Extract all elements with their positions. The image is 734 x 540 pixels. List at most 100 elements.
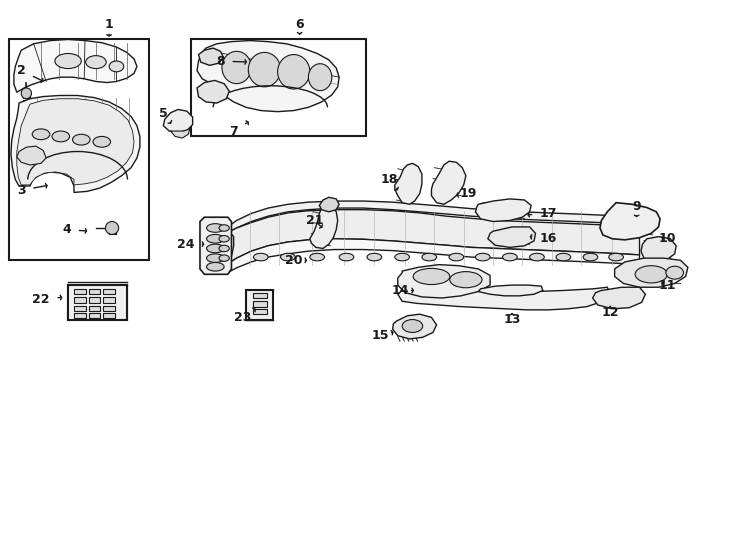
Ellipse shape [280, 253, 295, 261]
Ellipse shape [367, 253, 382, 261]
Text: 2: 2 [17, 64, 43, 83]
Text: 5: 5 [159, 107, 172, 123]
Polygon shape [197, 80, 229, 103]
Polygon shape [600, 202, 660, 240]
Polygon shape [226, 239, 639, 273]
Polygon shape [14, 39, 137, 92]
Text: 11: 11 [658, 279, 676, 292]
Text: 10: 10 [658, 232, 676, 245]
Text: 3: 3 [17, 184, 47, 197]
Bar [74, 298, 86, 303]
Ellipse shape [310, 253, 324, 261]
Polygon shape [393, 314, 437, 339]
Polygon shape [68, 285, 127, 320]
Ellipse shape [21, 88, 32, 99]
Bar [74, 289, 86, 294]
Ellipse shape [171, 114, 185, 127]
Ellipse shape [206, 234, 224, 243]
Ellipse shape [86, 56, 106, 69]
Polygon shape [226, 210, 639, 265]
Text: 24: 24 [177, 238, 203, 251]
Text: 18: 18 [380, 173, 399, 190]
Ellipse shape [206, 254, 224, 262]
Text: 19: 19 [457, 187, 477, 200]
Bar [10, 39, 149, 260]
Text: 9: 9 [632, 200, 641, 217]
Polygon shape [614, 258, 688, 287]
Ellipse shape [253, 253, 268, 261]
Polygon shape [398, 287, 610, 310]
Ellipse shape [248, 52, 280, 87]
Ellipse shape [395, 253, 410, 261]
Bar [252, 293, 267, 298]
Polygon shape [398, 265, 490, 298]
Polygon shape [217, 228, 233, 265]
Ellipse shape [323, 199, 335, 209]
Text: 1: 1 [105, 18, 114, 36]
Ellipse shape [206, 244, 224, 253]
Ellipse shape [339, 253, 354, 261]
Polygon shape [476, 199, 531, 221]
Ellipse shape [666, 266, 683, 279]
Text: 7: 7 [229, 121, 248, 138]
Ellipse shape [73, 134, 90, 145]
Bar [103, 306, 115, 312]
Ellipse shape [93, 137, 111, 147]
Text: 15: 15 [371, 329, 393, 342]
Bar [74, 313, 86, 318]
Polygon shape [164, 110, 192, 133]
Bar [103, 313, 115, 318]
Bar [252, 301, 267, 307]
Ellipse shape [109, 61, 124, 72]
Polygon shape [592, 287, 645, 309]
Ellipse shape [476, 253, 490, 261]
Text: 4: 4 [62, 223, 87, 236]
Ellipse shape [449, 253, 464, 261]
Ellipse shape [635, 266, 667, 283]
Ellipse shape [219, 235, 229, 242]
Polygon shape [479, 285, 543, 296]
Polygon shape [310, 205, 338, 248]
Ellipse shape [219, 255, 229, 261]
Polygon shape [17, 99, 134, 185]
Polygon shape [432, 161, 466, 204]
Ellipse shape [219, 245, 229, 252]
Ellipse shape [106, 221, 119, 234]
Polygon shape [319, 197, 339, 212]
Bar [89, 306, 101, 312]
Polygon shape [226, 201, 639, 233]
Text: 8: 8 [217, 55, 246, 68]
Bar [191, 39, 366, 137]
Bar [74, 306, 86, 312]
Text: 17: 17 [528, 207, 557, 220]
Ellipse shape [402, 320, 423, 333]
Ellipse shape [503, 253, 517, 261]
Ellipse shape [556, 253, 570, 261]
Polygon shape [11, 96, 140, 192]
Text: 20: 20 [285, 254, 306, 267]
Text: 6: 6 [295, 18, 304, 34]
Polygon shape [198, 48, 223, 65]
Text: 13: 13 [504, 313, 520, 326]
Ellipse shape [205, 86, 218, 97]
Ellipse shape [277, 55, 310, 89]
Ellipse shape [206, 224, 224, 232]
Polygon shape [246, 291, 273, 320]
Text: 16: 16 [531, 232, 557, 245]
Polygon shape [171, 129, 189, 138]
Text: 23: 23 [233, 308, 255, 324]
Polygon shape [197, 40, 339, 112]
Polygon shape [641, 237, 676, 262]
Ellipse shape [308, 64, 332, 91]
Bar [103, 289, 115, 294]
Ellipse shape [583, 253, 597, 261]
Ellipse shape [52, 131, 70, 142]
Bar [89, 298, 101, 303]
Text: 22: 22 [32, 293, 62, 306]
Ellipse shape [422, 253, 437, 261]
Ellipse shape [222, 51, 251, 84]
Polygon shape [200, 217, 231, 274]
Polygon shape [395, 164, 422, 204]
Ellipse shape [55, 53, 81, 69]
Ellipse shape [413, 268, 450, 285]
